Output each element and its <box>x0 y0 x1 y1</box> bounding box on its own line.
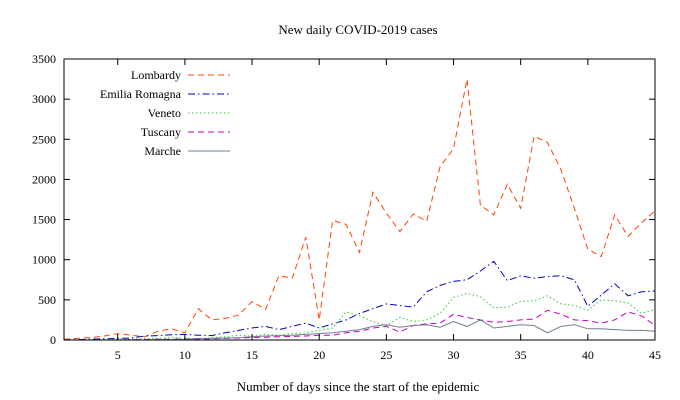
y-tick-label: 0 <box>50 333 56 347</box>
legend-label: Tuscany <box>141 125 181 139</box>
chart-title: New daily COVID-2019 cases <box>278 22 437 37</box>
axes: 0 500 1000 1500 2000 2500 3000 3500 5 10 15 20 25 30 3… <box>32 52 661 362</box>
legend-label: Lombardy <box>131 68 181 82</box>
series-line-tuscany <box>64 309 656 341</box>
x-tick-label: 45 <box>649 348 661 362</box>
y-tick-label: 2500 <box>32 132 56 146</box>
x-tick-label: 40 <box>582 348 594 362</box>
y-tick-label: 500 <box>38 293 56 307</box>
x-tick-label: 15 <box>246 348 258 362</box>
plot-frame <box>63 58 656 341</box>
series-line-marche <box>64 319 656 341</box>
y-tick-label: 1500 <box>32 213 56 227</box>
series-line-lombardy <box>63 79 656 340</box>
plot-area <box>63 79 656 341</box>
y-tick-label: 3500 <box>32 52 56 66</box>
legend: Lombardy Emilia Romagna Veneto Tuscany March… <box>100 68 230 158</box>
series-line-veneto <box>64 292 656 341</box>
series-line-emilia-romagna <box>63 260 656 341</box>
legend-label: Veneto <box>148 106 181 120</box>
x-tick-label: 25 <box>380 348 392 362</box>
y-tick-label: 1000 <box>32 253 56 267</box>
x-tick-label: 5 <box>115 348 121 362</box>
y-tick-label: 2000 <box>32 172 56 186</box>
legend-label: Marche <box>144 144 181 158</box>
x-tick-label: 35 <box>515 348 527 362</box>
x-tick-label: 30 <box>448 348 460 362</box>
x-tick-label: 20 <box>313 348 325 362</box>
x-tick-label: 10 <box>179 348 191 362</box>
legend-label: Emilia Romagna <box>100 87 182 101</box>
x-axis-label: Number of days since the start of the ep… <box>237 379 480 394</box>
y-tick-label: 3000 <box>32 92 56 106</box>
